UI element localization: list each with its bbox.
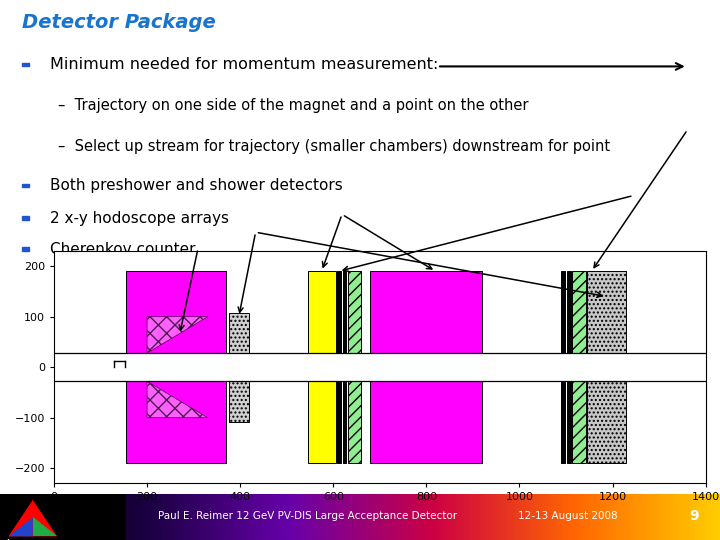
Polygon shape [33, 517, 57, 536]
Text: –  Select up stream for trajectory (smaller chambers) downstream for point: – Select up stream for trajectory (small… [58, 139, 610, 154]
Text: 9: 9 [689, 509, 698, 523]
Bar [307, 381, 336, 463]
Bar [562, 381, 565, 463]
Bar [307, 271, 336, 353]
Bar [0, 494, 126, 540]
Bar [371, 381, 482, 463]
Bar [337, 271, 341, 353]
Bar [22, 63, 29, 66]
Bar [562, 271, 565, 353]
Bar [126, 271, 226, 353]
Bar [572, 381, 585, 463]
Bar [228, 381, 250, 422]
Text: 12-13 August 2008: 12-13 August 2008 [518, 511, 618, 521]
Text: –  Trajectory on one side of the magnet and a point on the other: – Trajectory on one side of the magnet a… [58, 98, 528, 113]
Bar [343, 271, 346, 353]
Text: Cherenkov counter: Cherenkov counter [50, 241, 196, 256]
Polygon shape [9, 500, 57, 536]
Text: 2 x-y hodoscope arrays: 2 x-y hodoscope arrays [50, 211, 230, 226]
Polygon shape [147, 317, 207, 353]
Bar [343, 381, 346, 463]
Bar [371, 271, 482, 353]
Bar [22, 217, 29, 220]
Bar [348, 381, 361, 463]
Polygon shape [9, 517, 33, 536]
Bar [348, 271, 361, 353]
Bar [22, 184, 29, 187]
Bar [337, 381, 341, 463]
Bar [567, 381, 571, 463]
Text: Paul E. Reimer 12 GeV PV-DIS Large Acceptance Detector: Paul E. Reimer 12 GeV PV-DIS Large Accep… [158, 511, 457, 521]
Bar [587, 271, 626, 353]
Text: Minimum needed for momentum measurement:: Minimum needed for momentum measurement: [50, 57, 438, 72]
Bar [126, 381, 226, 463]
Bar [228, 313, 250, 353]
Bar [587, 381, 626, 463]
Text: Both preshower and shower detectors: Both preshower and shower detectors [50, 178, 343, 193]
Bar [567, 271, 571, 353]
Text: Detector Package: Detector Package [22, 14, 215, 32]
Polygon shape [147, 381, 207, 417]
Text: Argonne: Argonne [6, 539, 35, 540]
Bar [572, 271, 585, 353]
Bar [22, 247, 29, 251]
